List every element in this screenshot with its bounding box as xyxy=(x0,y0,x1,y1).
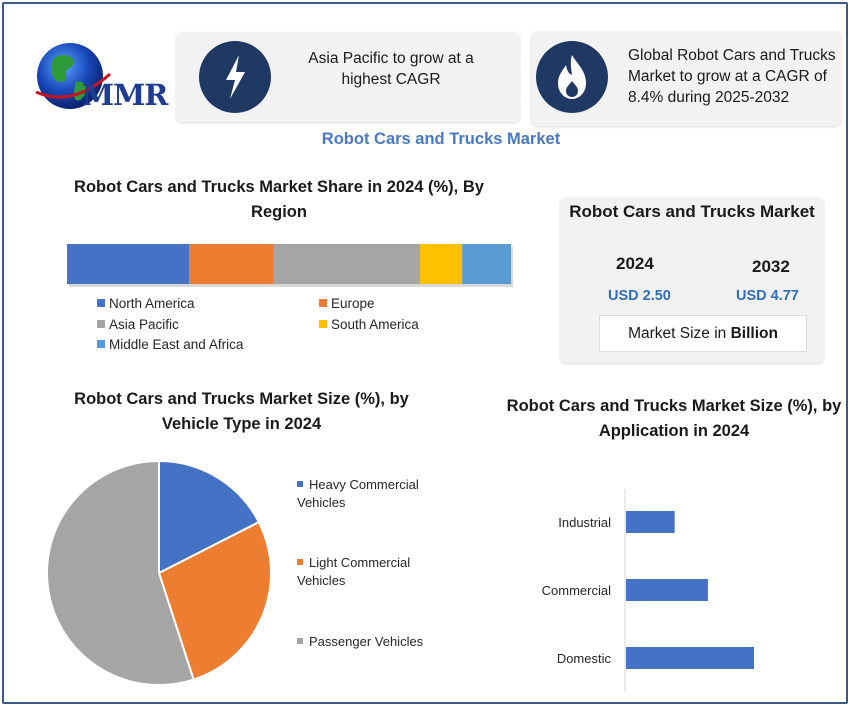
application-chart-title: Robot Cars and Trucks Market Size (%), b… xyxy=(506,397,842,440)
legend-label: North America xyxy=(109,296,195,311)
legend-swatch xyxy=(319,320,327,328)
region-bar-segment xyxy=(189,244,274,284)
lightning-bolt-icon xyxy=(199,41,271,113)
region-bar-segment xyxy=(67,244,190,284)
vehicle-pie-chart xyxy=(45,459,272,686)
legend-label: Heavy Commercial Vehicles xyxy=(297,477,419,510)
unit-prefix: Market Size in xyxy=(628,325,731,342)
legend-swatch xyxy=(297,638,303,644)
main-title: Robot Cars and Trucks Market xyxy=(321,130,561,148)
year-2032: 2032 xyxy=(752,257,790,276)
region-stacked-bar-chart xyxy=(67,244,513,287)
legend-label: Asia Pacific xyxy=(109,317,179,332)
value-2032: USD 4.77 xyxy=(736,288,799,304)
application-bar xyxy=(626,647,754,669)
category-tick-label: Domestic xyxy=(557,651,612,666)
legend-item-south-america: South America xyxy=(319,317,419,332)
logo-text: MMR xyxy=(82,78,168,112)
flame-icon xyxy=(536,41,608,113)
mmr-logo xyxy=(32,34,167,124)
legend-label: Middle East and Africa xyxy=(109,337,244,352)
legend-swatch xyxy=(319,299,327,307)
unit-bold: Billion xyxy=(730,325,778,342)
application-bar xyxy=(626,511,675,533)
info-box-text: Global Robot Cars and Trucks Market to g… xyxy=(628,47,836,106)
region-bar-segment xyxy=(462,244,511,284)
category-tick-label: Industrial xyxy=(558,515,611,530)
application-bar xyxy=(626,579,708,601)
application-bar-chart: Industrial Commercial Domestic xyxy=(542,489,754,692)
legend-label: Passenger Vehicles xyxy=(309,634,424,649)
pie-slice xyxy=(45,459,195,686)
legend-item-middle-east-africa: Middle East and Africa xyxy=(97,337,243,352)
region-chart-title: Robot Cars and Trucks Market Share in 20… xyxy=(74,178,484,221)
info-box-cagr: Global Robot Cars and Trucks Market to g… xyxy=(531,31,841,126)
market-unit-label: Market Size in Billion xyxy=(599,315,807,352)
category-tick-label: Commercial xyxy=(542,583,611,598)
market-size-title: Robot Cars and Trucks Market xyxy=(569,202,815,221)
legend-label: Light Commercial Vehicles xyxy=(297,555,411,588)
legend-item-heavy-commercial: Heavy Commercial Vehicles xyxy=(297,476,437,512)
year-2024: 2024 xyxy=(616,254,654,273)
legend-item-europe: Europe xyxy=(319,296,375,311)
info-box-asia-pacific: Asia Pacific to grow at a highest CAGR xyxy=(176,32,520,122)
value-2024: USD 2.50 xyxy=(608,288,671,304)
vehicle-chart-title: Robot Cars and Trucks Market Size (%), b… xyxy=(74,390,409,433)
pie-slice xyxy=(157,520,272,681)
pie-slice xyxy=(158,459,261,575)
legend-item-light-commercial: Light Commercial Vehicles xyxy=(297,554,437,590)
legend-swatch xyxy=(297,481,303,487)
legend-swatch xyxy=(297,559,303,565)
globe-logo-icon xyxy=(35,43,111,109)
info-box-text: Asia Pacific to grow at a highest CAGR xyxy=(308,50,474,88)
legend-label: Europe xyxy=(331,296,375,311)
legend-item-asia-pacific: Asia Pacific xyxy=(97,317,179,332)
legend-swatch xyxy=(97,320,105,328)
region-bar-segment xyxy=(273,244,420,284)
region-bar-segment xyxy=(419,244,463,284)
legend-label: South America xyxy=(331,317,419,332)
legend-swatch xyxy=(97,299,105,307)
legend-item-passenger: Passenger Vehicles xyxy=(297,633,437,651)
market-size-box: Robot Cars and Trucks Market 2024 2032 U… xyxy=(560,197,824,363)
legend-item-north-america: North America xyxy=(97,296,195,311)
legend-swatch xyxy=(97,340,105,348)
